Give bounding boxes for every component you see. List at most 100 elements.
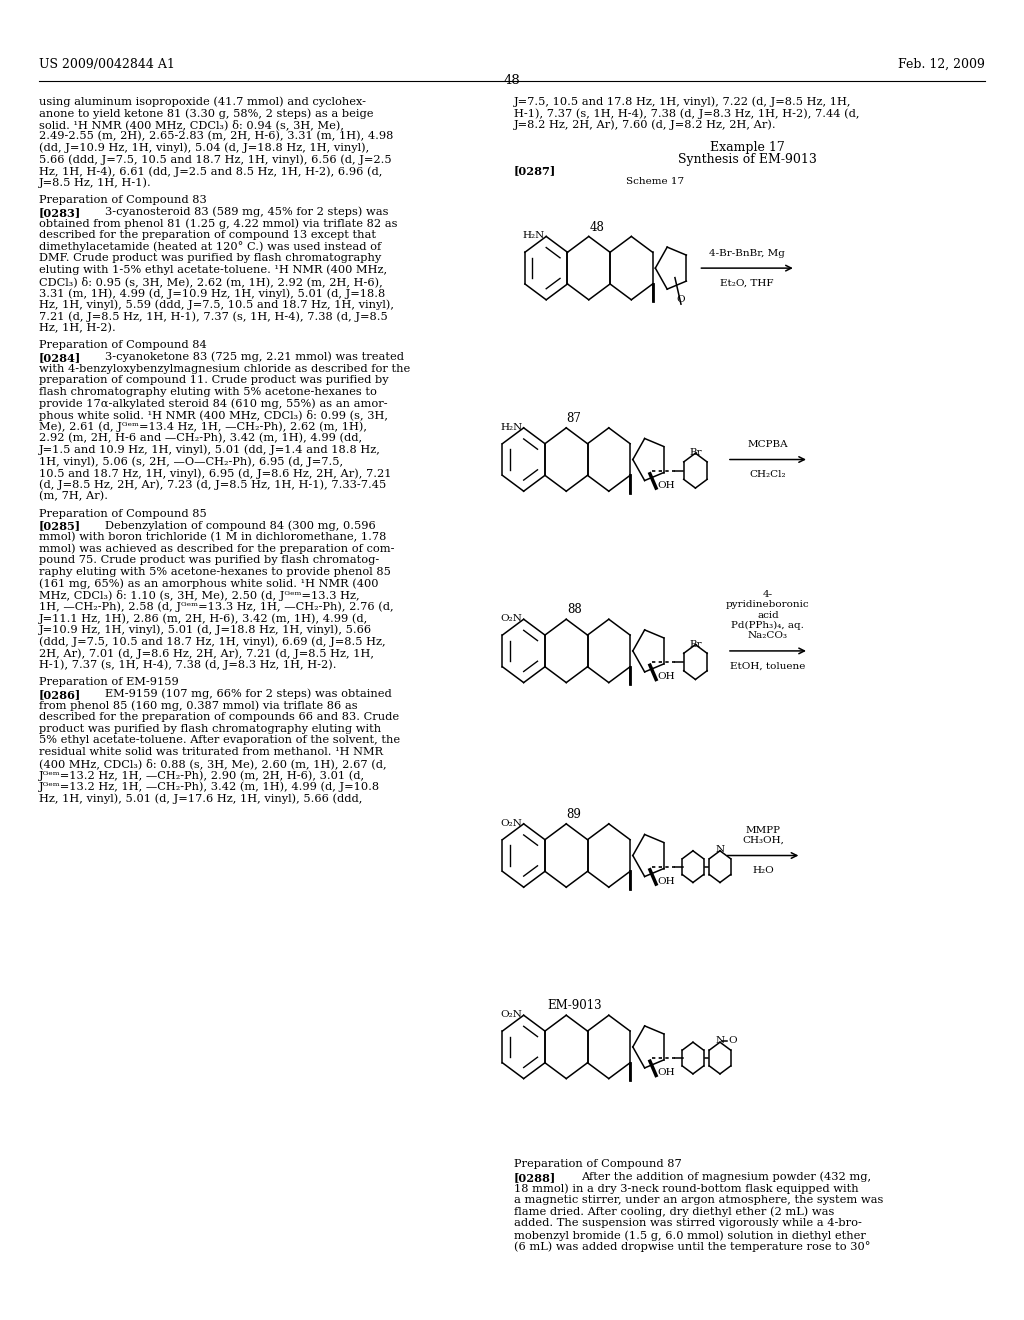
Text: Hz, 1H, H-2).: Hz, 1H, H-2). — [39, 323, 116, 333]
Text: 3-cyanosteroid 83 (589 mg, 45% for 2 steps) was: 3-cyanosteroid 83 (589 mg, 45% for 2 ste… — [105, 207, 389, 218]
Text: MHz, CDCl₃) δ: 1.10 (s, 3H, Me), 2.50 (d, Jᴳᵉᵐ=13.3 Hz,: MHz, CDCl₃) δ: 1.10 (s, 3H, Me), 2.50 (d… — [39, 590, 359, 601]
Text: H-1), 7.37 (s, 1H, H-4), 7.38 (d, J=8.3 Hz, 1H, H-2).: H-1), 7.37 (s, 1H, H-4), 7.38 (d, J=8.3 … — [39, 660, 337, 671]
Text: anone to yield ketone 81 (3.30 g, 58%, 2 steps) as a beige: anone to yield ketone 81 (3.30 g, 58%, 2… — [39, 108, 374, 119]
Text: 3-cyanoketone 83 (725 mg, 2.21 mmol) was treated: 3-cyanoketone 83 (725 mg, 2.21 mmol) was… — [105, 352, 404, 363]
Text: 3.31 (m, 1H), 4.99 (d, J=10.9 Hz, 1H, vinyl), 5.01 (d, J=18.8: 3.31 (m, 1H), 4.99 (d, J=10.9 Hz, 1H, vi… — [39, 288, 385, 298]
Text: (m, 7H, Ar).: (m, 7H, Ar). — [39, 491, 108, 502]
Text: MCPBA: MCPBA — [748, 440, 788, 449]
Text: Pd(PPh₃)₄, aq.: Pd(PPh₃)₄, aq. — [731, 620, 805, 630]
Text: dimethylacetamide (heated at 120° C.) was used instead of: dimethylacetamide (heated at 120° C.) wa… — [39, 242, 381, 252]
Text: J=10.9 Hz, 1H, vinyl), 5.01 (d, J=18.8 Hz, 1H, vinyl), 5.66: J=10.9 Hz, 1H, vinyl), 5.01 (d, J=18.8 H… — [39, 624, 372, 635]
Text: 1H, vinyl), 5.06 (s, 2H, —O—CH₂-Ph), 6.95 (d, J=7.5,: 1H, vinyl), 5.06 (s, 2H, —O—CH₂-Ph), 6.9… — [39, 457, 343, 467]
Text: US 2009/0042844 A1: US 2009/0042844 A1 — [39, 58, 175, 71]
Text: provide 17α-alkylated steroid 84 (610 mg, 55%) as an amor-: provide 17α-alkylated steroid 84 (610 mg… — [39, 399, 387, 409]
Text: [0283]: [0283] — [39, 207, 81, 218]
Text: After the addition of magnesium powder (432 mg,: After the addition of magnesium powder (… — [581, 1172, 870, 1183]
Text: Jᴳᵉᵐ=13.2 Hz, 1H, —CH₂-Ph), 3.42 (m, 1H), 4.99 (d, J=10.8: Jᴳᵉᵐ=13.2 Hz, 1H, —CH₂-Ph), 3.42 (m, 1H)… — [39, 781, 380, 792]
Text: CH₂Cl₂: CH₂Cl₂ — [750, 470, 786, 479]
Text: OH: OH — [657, 672, 675, 681]
Text: EM-9159 (107 mg, 66% for 2 steps) was obtained: EM-9159 (107 mg, 66% for 2 steps) was ob… — [105, 689, 392, 700]
Text: Preparation of EM-9159: Preparation of EM-9159 — [39, 677, 178, 688]
Text: mmol) was achieved as described for the preparation of com-: mmol) was achieved as described for the … — [39, 544, 394, 554]
Text: flash chromatography eluting with 5% acetone-hexanes to: flash chromatography eluting with 5% ace… — [39, 387, 377, 397]
Text: OH: OH — [657, 1068, 675, 1077]
Text: with 4-benzyloxybenzylmagnesium chloride as described for the: with 4-benzyloxybenzylmagnesium chloride… — [39, 363, 411, 374]
Text: 2.49-2.55 (m, 2H), 2.65-2.83 (m, 2H, H-6), 3.31 (m, 1H), 4.98: 2.49-2.55 (m, 2H), 2.65-2.83 (m, 2H, H-6… — [39, 131, 393, 141]
Text: EtOH, toluene: EtOH, toluene — [730, 661, 806, 671]
Text: 88: 88 — [567, 603, 582, 616]
Text: (161 mg, 65%) as an amorphous white solid. ¹H NMR (400: (161 mg, 65%) as an amorphous white soli… — [39, 578, 379, 589]
Text: product was purified by flash chromatography eluting with: product was purified by flash chromatogr… — [39, 723, 381, 734]
Text: eluting with 1-5% ethyl acetate-toluene. ¹H NMR (400 MHz,: eluting with 1-5% ethyl acetate-toluene.… — [39, 265, 387, 276]
Text: H₂O: H₂O — [752, 866, 774, 875]
Text: 48: 48 — [589, 220, 604, 234]
Text: pyridineboronic: pyridineboronic — [726, 601, 810, 609]
Text: Preparation of Compound 83: Preparation of Compound 83 — [39, 195, 207, 205]
Text: 87: 87 — [566, 412, 582, 425]
Text: 4-Br-BnBr, Mg: 4-Br-BnBr, Mg — [710, 248, 785, 257]
Text: O₂N: O₂N — [501, 1010, 522, 1019]
Text: acid: acid — [757, 611, 779, 619]
Text: 48: 48 — [504, 74, 520, 87]
Text: [0284]: [0284] — [39, 352, 81, 363]
Text: a magnetic stirrer, under an argon atmosphere, the system was: a magnetic stirrer, under an argon atmos… — [514, 1195, 884, 1205]
Text: Br: Br — [689, 640, 701, 649]
Text: residual white solid was triturated from methanol. ¹H NMR: residual white solid was triturated from… — [39, 747, 383, 756]
Text: H-1), 7.37 (s, 1H, H-4), 7.38 (d, J=8.3 Hz, 1H, H-2), 7.44 (d,: H-1), 7.37 (s, 1H, H-4), 7.38 (d, J=8.3 … — [514, 108, 859, 119]
Text: 18 mmol) in a dry 3-neck round-bottom flask equipped with: 18 mmol) in a dry 3-neck round-bottom fl… — [514, 1184, 859, 1195]
Text: solid. ¹H NMR (400 MHz, CDCl₃) δ: 0.94 (s, 3H, Me),: solid. ¹H NMR (400 MHz, CDCl₃) δ: 0.94 (… — [39, 120, 344, 131]
Text: (d, J=8.5 Hz, 2H, Ar), 7.23 (d, J=8.5 Hz, 1H, H-1), 7.33-7.45: (d, J=8.5 Hz, 2H, Ar), 7.23 (d, J=8.5 Hz… — [39, 479, 386, 490]
Text: [0287]: [0287] — [514, 165, 556, 176]
Text: Hz, 1H, vinyl), 5.01 (d, J=17.6 Hz, 1H, vinyl), 5.66 (ddd,: Hz, 1H, vinyl), 5.01 (d, J=17.6 Hz, 1H, … — [39, 793, 362, 804]
Text: preparation of compound 11. Crude product was purified by: preparation of compound 11. Crude produc… — [39, 375, 388, 385]
Text: described for the preparation of compounds 66 and 83. Crude: described for the preparation of compoun… — [39, 711, 399, 722]
Text: (6 mL) was added dropwise until the temperature rose to 30°: (6 mL) was added dropwise until the temp… — [514, 1242, 870, 1253]
Text: (400 MHz, CDCl₃) δ: 0.88 (s, 3H, Me), 2.60 (m, 1H), 2.67 (d,: (400 MHz, CDCl₃) δ: 0.88 (s, 3H, Me), 2.… — [39, 759, 386, 770]
Text: described for the preparation of compound 13 except that: described for the preparation of compoun… — [39, 230, 376, 240]
Text: OH: OH — [657, 876, 675, 886]
Text: H₂N: H₂N — [522, 231, 545, 240]
Text: mmol) with boron trichloride (1 M in dichloromethane, 1.78: mmol) with boron trichloride (1 M in dic… — [39, 532, 386, 543]
Text: J=7.5, 10.5 and 17.8 Hz, 1H, vinyl), 7.22 (d, J=8.5 Hz, 1H,: J=7.5, 10.5 and 17.8 Hz, 1H, vinyl), 7.2… — [514, 96, 852, 107]
Text: [0286]: [0286] — [39, 689, 81, 700]
Text: Et₂O, THF: Et₂O, THF — [720, 279, 774, 288]
Text: N: N — [716, 845, 725, 854]
Text: phous white solid. ¹H NMR (400 MHz, CDCl₃) δ: 0.99 (s, 3H,: phous white solid. ¹H NMR (400 MHz, CDCl… — [39, 411, 388, 421]
Text: Preparation of Compound 87: Preparation of Compound 87 — [514, 1159, 682, 1170]
Text: 2.92 (m, 2H, H-6 and —CH₂-Ph), 3.42 (m, 1H), 4.99 (dd,: 2.92 (m, 2H, H-6 and —CH₂-Ph), 3.42 (m, … — [39, 433, 362, 444]
Text: 5.66 (ddd, J=7.5, 10.5 and 18.7 Hz, 1H, vinyl), 6.56 (d, J=2.5: 5.66 (ddd, J=7.5, 10.5 and 18.7 Hz, 1H, … — [39, 154, 391, 165]
Text: 1H, —CH₂-Ph), 2.58 (d, Jᴳᵉᵐ=13.3 Hz, 1H, —CH₂-Ph), 2.76 (d,: 1H, —CH₂-Ph), 2.58 (d, Jᴳᵉᵐ=13.3 Hz, 1H,… — [39, 602, 393, 612]
Text: J=8.5 Hz, 1H, H-1).: J=8.5 Hz, 1H, H-1). — [39, 178, 152, 189]
Text: (dd, J=10.9 Hz, 1H, vinyl), 5.04 (d, J=18.8 Hz, 1H, vinyl),: (dd, J=10.9 Hz, 1H, vinyl), 5.04 (d, J=1… — [39, 143, 370, 153]
Text: Jᴳᵉᵐ=13.2 Hz, 1H, —CH₂-Ph), 2.90 (m, 2H, H-6), 3.01 (d,: Jᴳᵉᵐ=13.2 Hz, 1H, —CH₂-Ph), 2.90 (m, 2H,… — [39, 770, 365, 780]
Text: 10.5 and 18.7 Hz, 1H, vinyl), 6.95 (d, J=8.6 Hz, 2H, Ar), 7.21: 10.5 and 18.7 Hz, 1H, vinyl), 6.95 (d, J… — [39, 469, 391, 479]
Text: Example 17: Example 17 — [711, 140, 784, 153]
Text: DMF. Crude product was purified by flash chromatography: DMF. Crude product was purified by flash… — [39, 253, 381, 263]
Text: MMPP: MMPP — [745, 825, 780, 834]
Text: Na₂CO₃: Na₂CO₃ — [748, 631, 787, 640]
Text: J=8.2 Hz, 2H, Ar), 7.60 (d, J=8.2 Hz, 2H, Ar).: J=8.2 Hz, 2H, Ar), 7.60 (d, J=8.2 Hz, 2H… — [514, 120, 776, 131]
Text: CDCl₃) δ: 0.95 (s, 3H, Me), 2.62 (m, 1H), 2.92 (m, 2H, H-6),: CDCl₃) δ: 0.95 (s, 3H, Me), 2.62 (m, 1H)… — [39, 276, 383, 288]
Text: [0288]: [0288] — [514, 1172, 556, 1183]
Text: CH₃OH,: CH₃OH, — [742, 836, 783, 845]
Text: 7.21 (d, J=8.5 Hz, 1H, H-1), 7.37 (s, 1H, H-4), 7.38 (d, J=8.5: 7.21 (d, J=8.5 Hz, 1H, H-1), 7.37 (s, 1H… — [39, 312, 388, 322]
Text: flame dried. After cooling, dry diethyl ether (2 mL) was: flame dried. After cooling, dry diethyl … — [514, 1206, 835, 1217]
Text: 5% ethyl acetate-toluene. After evaporation of the solvent, the: 5% ethyl acetate-toluene. After evaporat… — [39, 735, 400, 746]
Text: mobenzyl bromide (1.5 g, 6.0 mmol) solution in diethyl ether: mobenzyl bromide (1.5 g, 6.0 mmol) solut… — [514, 1230, 866, 1241]
Text: H₂N: H₂N — [500, 422, 522, 432]
Text: Preparation of Compound 85: Preparation of Compound 85 — [39, 508, 207, 519]
Text: Hz, 1H, vinyl), 5.59 (ddd, J=7.5, 10.5 and 18.7 Hz, 1H, vinyl),: Hz, 1H, vinyl), 5.59 (ddd, J=7.5, 10.5 a… — [39, 300, 394, 310]
Text: using aluminum isopropoxide (41.7 mmol) and cyclohex-: using aluminum isopropoxide (41.7 mmol) … — [39, 96, 366, 107]
Text: Me), 2.61 (d, Jᴳᵉᵐ=13.4 Hz, 1H, —CH₂-Ph), 2.62 (m, 1H),: Me), 2.61 (d, Jᴳᵉᵐ=13.4 Hz, 1H, —CH₂-Ph)… — [39, 421, 367, 432]
Text: Preparation of Compound 84: Preparation of Compound 84 — [39, 341, 207, 350]
Text: (ddd, J=7.5, 10.5 and 18.7 Hz, 1H, vinyl), 6.69 (d, J=8.5 Hz,: (ddd, J=7.5, 10.5 and 18.7 Hz, 1H, vinyl… — [39, 636, 386, 647]
Text: J=1.5 and 10.9 Hz, 1H, vinyl), 5.01 (dd, J=1.4 and 18.8 Hz,: J=1.5 and 10.9 Hz, 1H, vinyl), 5.01 (dd,… — [39, 445, 381, 455]
Text: J=11.1 Hz, 1H), 2.86 (m, 2H, H-6), 3.42 (m, 1H), 4.99 (d,: J=11.1 Hz, 1H), 2.86 (m, 2H, H-6), 3.42 … — [39, 614, 369, 624]
Text: [0285]: [0285] — [39, 520, 81, 532]
Text: O: O — [677, 296, 685, 304]
Text: O: O — [728, 1036, 736, 1045]
Text: obtained from phenol 81 (1.25 g, 4.22 mmol) via triflate 82 as: obtained from phenol 81 (1.25 g, 4.22 mm… — [39, 218, 397, 228]
Text: Feb. 12, 2009: Feb. 12, 2009 — [898, 58, 985, 71]
Text: 4-: 4- — [763, 590, 773, 599]
Text: OH: OH — [657, 480, 675, 490]
